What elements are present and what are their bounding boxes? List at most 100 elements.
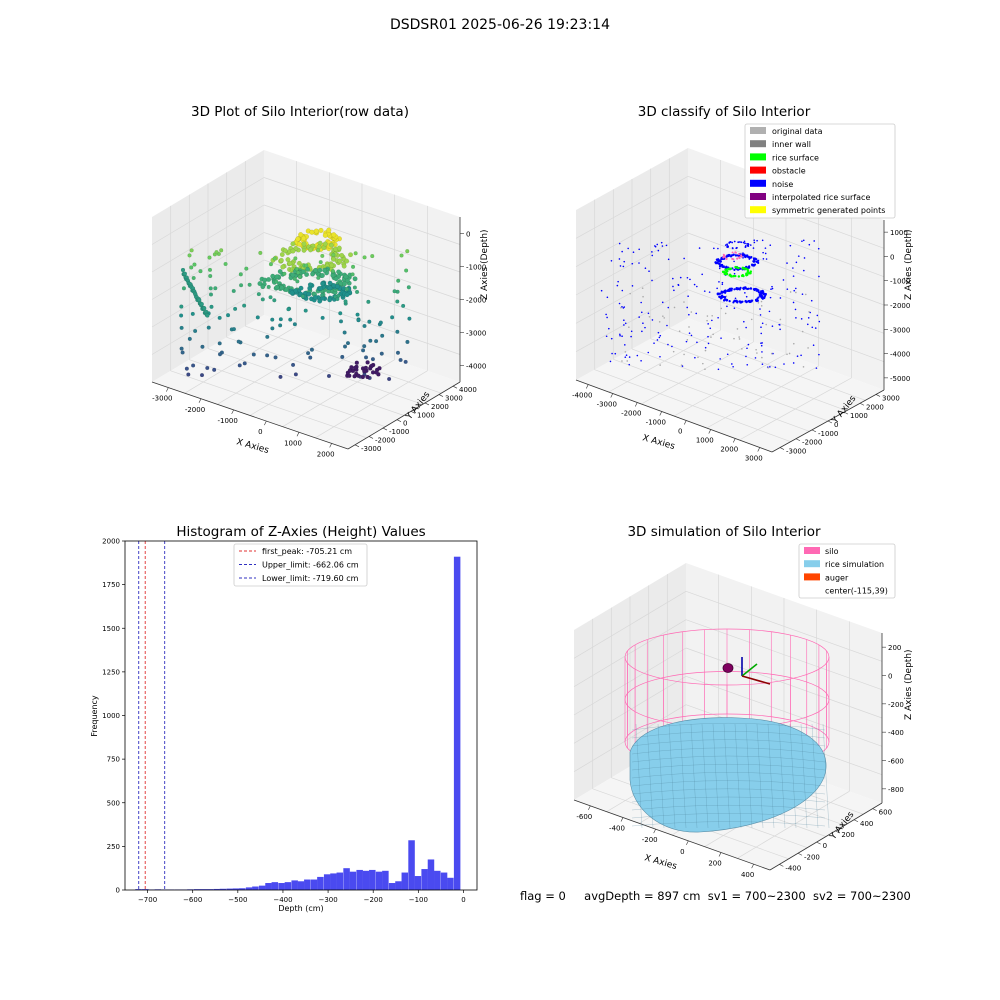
classify-noise-point	[671, 345, 673, 348]
classify-noise-point	[757, 296, 760, 299]
raw-3d-point	[322, 232, 328, 238]
classify-legend-swatch	[750, 127, 766, 134]
classify-noise-point	[734, 254, 738, 257]
rice-mesh-line	[789, 723, 797, 829]
raw-3d-point	[300, 294, 305, 299]
raw-3d-point	[209, 304, 214, 309]
classify-rice-point	[744, 267, 747, 271]
raw-3d-point	[192, 262, 197, 267]
histogram-frame	[124, 540, 478, 891]
histogram-bars	[135, 556, 461, 890]
sv1-value: sv1 = 700~2300	[707, 889, 806, 903]
histogram-bar	[304, 879, 311, 890]
rice-mesh-line	[631, 780, 826, 787]
figure-title: DSDSR01 2025-06-26 19:23:14	[389, 17, 610, 33]
raw-3d-point	[326, 373, 332, 379]
simulation-3d-y-tick-label: 400	[860, 820, 873, 828]
classify-noise-point	[730, 254, 733, 257]
raw-3d-point	[180, 267, 186, 273]
classify-noise-point	[647, 351, 650, 354]
classify-3d-x-tick	[757, 447, 761, 452]
classify-3d-z-tick-label: -3000	[890, 326, 910, 334]
classify-noise-point	[779, 297, 782, 299]
raw-3d-point	[334, 283, 340, 289]
classify-noise-point	[623, 306, 626, 308]
classify-rice-point	[737, 275, 741, 278]
raw-3d-point	[270, 273, 276, 279]
classify-noise-point	[759, 308, 761, 310]
classify-original-point	[761, 356, 763, 359]
classify-noise-point	[794, 308, 797, 311]
classify-3d-y-tick-label: -1000	[818, 430, 838, 438]
raw-3d-x-tick	[264, 420, 267, 426]
raw-3d-y-tick	[410, 411, 416, 414]
raw-3d-point	[279, 252, 285, 258]
histogram-y-label: Frequency	[90, 695, 99, 737]
classify-noise-point	[654, 245, 656, 247]
classify-original-point	[659, 364, 661, 366]
classify-noise-point	[704, 346, 707, 349]
classify-noise-point	[696, 341, 698, 344]
classify-noise-point	[610, 337, 613, 340]
raw-3d-point	[318, 227, 324, 234]
classify-noise-point	[718, 265, 722, 268]
classify-original-point	[702, 362, 704, 365]
classify-legend: original data inner wall rice surface obsta…	[744, 123, 896, 219]
rice-mesh-line	[800, 723, 808, 829]
raw-3d-x-tick	[166, 387, 169, 392]
classify-rice-point	[727, 267, 730, 271]
classify-noise-point	[760, 326, 762, 329]
classify-noise-point	[695, 312, 698, 315]
histogram-x-tick-label: −300	[318, 896, 337, 904]
classify-noise-point	[800, 318, 803, 320]
raw-3d-x-tick	[198, 398, 202, 403]
raw-3d-y-tick-label: -1000	[389, 428, 409, 436]
rice-mesh-line	[712, 723, 720, 829]
histogram-bar	[343, 868, 350, 890]
classify-original-point	[658, 321, 661, 323]
simulation-3d-z-tick-label: -600	[888, 758, 904, 766]
raw-3d-point	[355, 289, 360, 295]
raw-3d-point	[296, 270, 301, 275]
classify-original-point	[673, 306, 676, 309]
classify-noise-point	[793, 289, 796, 292]
raw-3d-z-tick-label: -2000	[466, 297, 486, 305]
histogram-bar	[388, 883, 396, 890]
raw-3d-x-ticks: -3000 -2000 -1000 0 1000 2000	[152, 387, 335, 458]
raw-3d-point	[189, 265, 194, 270]
classify-noise-point	[648, 270, 650, 273]
classify-legend-label: rice surface	[772, 153, 819, 162]
classify-noise-point	[659, 355, 661, 358]
classify-noise-point	[792, 267, 794, 269]
raw-3d-point	[274, 284, 280, 290]
classify-noise-point	[761, 363, 764, 365]
raw-3d-point	[217, 341, 222, 346]
classify-original-point	[621, 360, 623, 362]
raw-3d-point	[292, 322, 297, 327]
classify-noise-point	[651, 319, 654, 321]
classify-original-point	[750, 318, 753, 321]
raw-3d-point	[180, 350, 185, 355]
classify-noise-point	[732, 253, 735, 256]
simulation-3d-z-tick-label: -800	[888, 786, 904, 794]
classify-legend-swatch	[750, 193, 766, 200]
raw-3d-point	[344, 258, 350, 264]
classify-noise-point	[795, 261, 798, 264]
raw-3d-point	[296, 260, 302, 266]
classify-noise-point	[733, 272, 736, 275]
raw-3d-point	[404, 268, 409, 273]
panel-raw-3d: 3D Plot of Silo Interior(row data) -3000…	[151, 104, 490, 458]
raw-3d-point	[294, 266, 299, 272]
classify-rice-point	[725, 269, 728, 273]
raw-3d-point	[296, 241, 303, 247]
raw-3d-point	[405, 249, 410, 254]
raw-3d-point	[179, 304, 184, 309]
classify-noise-point	[803, 257, 806, 259]
classify-noise-point	[719, 358, 721, 360]
classify-noise-point	[726, 353, 729, 356]
histogram-bar	[291, 880, 298, 890]
raw-3d-point	[187, 336, 192, 341]
raw-3d-point	[208, 286, 213, 291]
classify-noise-point	[796, 355, 799, 357]
